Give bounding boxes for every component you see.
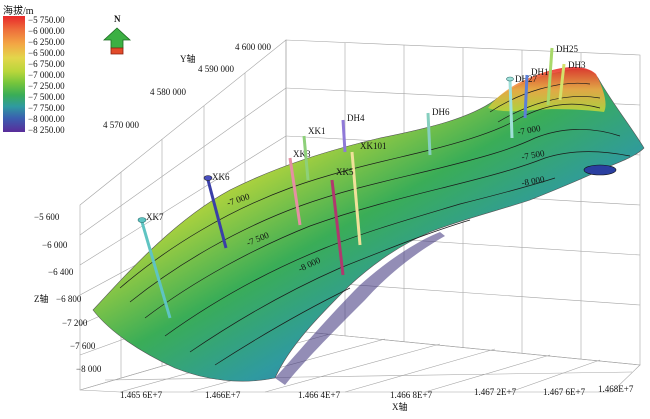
north-label: N	[114, 14, 121, 24]
contour-label: -7 500	[521, 148, 546, 162]
legend-label: −7 000.00	[28, 70, 65, 80]
well-xk6: XK6	[203, 172, 230, 249]
y-tick-label: 4 570 000	[103, 120, 140, 130]
legend-title: 海拔/m	[3, 6, 34, 17]
terrain-cliff-face	[275, 232, 445, 385]
x-tick-label: 1.465 6E+7	[120, 390, 163, 400]
legend-color-bar	[3, 16, 25, 132]
z-axis-title: Z轴	[34, 293, 49, 304]
legend-label: −5 750.00	[28, 15, 65, 25]
well-xk1: XK1	[302, 126, 326, 181]
x-tick-label: 1.468E+7	[598, 384, 634, 394]
well-label: XK7	[146, 212, 164, 222]
z-tick-label: −7 600	[70, 341, 96, 351]
legend-label: −6 500.00	[28, 48, 65, 58]
well-dh1: DH1	[523, 67, 549, 119]
terrain-blue-pocket	[583, 164, 617, 176]
well-dh6: DH6	[426, 107, 450, 156]
y-axis-title: Y轴	[180, 53, 196, 64]
x-tick-label: 1.467 2E+7	[474, 387, 517, 397]
well-label: XK1	[308, 126, 326, 136]
z-tick-label: −7 200	[62, 318, 88, 328]
well-label: XK3	[293, 149, 311, 159]
y-tick-label: 4 600 000	[235, 42, 272, 52]
well-xk3: XK3	[288, 149, 311, 226]
well-dh3: DH3	[558, 60, 586, 101]
well-label: XK5	[336, 167, 354, 177]
legend-label: −7 500.00	[28, 92, 65, 102]
legend-label: −8 250.00	[28, 125, 65, 135]
well-label: XK6	[212, 172, 230, 182]
north-compass: N	[100, 14, 134, 55]
x-tick-label: 1.466E+7	[205, 390, 241, 400]
x-tick-label: 1.466 4E+7	[298, 390, 341, 400]
z-tick-label: −8 000	[76, 364, 102, 374]
well-label: DH6	[432, 107, 450, 117]
well-xk5: XK5	[330, 167, 354, 276]
elevation-legend: 海拔/m −5 750.00 −6 000.00 −6 250.00 −6 50…	[0, 0, 92, 140]
wells: XK7 XK6 XK3 XK1 DH4 XK101	[137, 44, 586, 319]
x-axis-title: X轴	[392, 401, 408, 412]
legend-label: −6 250.00	[28, 37, 65, 47]
legend-label: −7 750.00	[28, 103, 65, 113]
contour-label: -8 000	[521, 174, 546, 188]
z-tick-label: −6 800	[56, 294, 82, 304]
well-label: DH25	[556, 44, 578, 54]
y-tick-label: 4 580 000	[150, 87, 187, 97]
legend-label: −8 000.00	[28, 114, 65, 124]
well-dh4: DH4	[341, 113, 365, 153]
z-tick-label: −6 000	[42, 240, 68, 250]
legend-label: −6 750.00	[28, 59, 65, 69]
well-label: DH4	[347, 113, 365, 123]
z-tick-label: −5 600	[34, 212, 60, 222]
y-tick-label: 4 590 000	[198, 64, 235, 74]
y-axis: Y轴 4 600 000 4 590 000 4 580 000 4 570 0…	[103, 42, 272, 130]
north-arrow-icon	[102, 27, 132, 55]
terrain-ridge	[488, 67, 606, 112]
well-xk7: XK7	[137, 212, 172, 319]
well-label: XK101	[360, 141, 387, 151]
contour-lines	[119, 82, 631, 366]
well-label: DH1	[531, 67, 549, 77]
legend-label: −7 250.00	[28, 81, 65, 91]
legend-label: −6 000.00	[28, 26, 65, 36]
x-axis: X轴 1.465 6E+7 1.466E+7 1.466 4E+7 1.466 …	[120, 384, 634, 412]
x-tick-label: 1.466 8E+7	[390, 390, 433, 400]
z-axis: Z轴 −5 600 −6 000 −6 400 −6 800 −7 200 −7…	[34, 212, 102, 374]
well-dh25: DH25	[546, 44, 578, 106]
well-label: DH3	[568, 60, 586, 70]
terrain-surface	[92, 68, 645, 382]
contour-label: -7 000	[517, 123, 542, 137]
z-tick-label: −6 400	[48, 267, 74, 277]
well-xk101: XK101	[350, 141, 387, 246]
x-tick-label: 1.467 6E+7	[543, 387, 586, 397]
